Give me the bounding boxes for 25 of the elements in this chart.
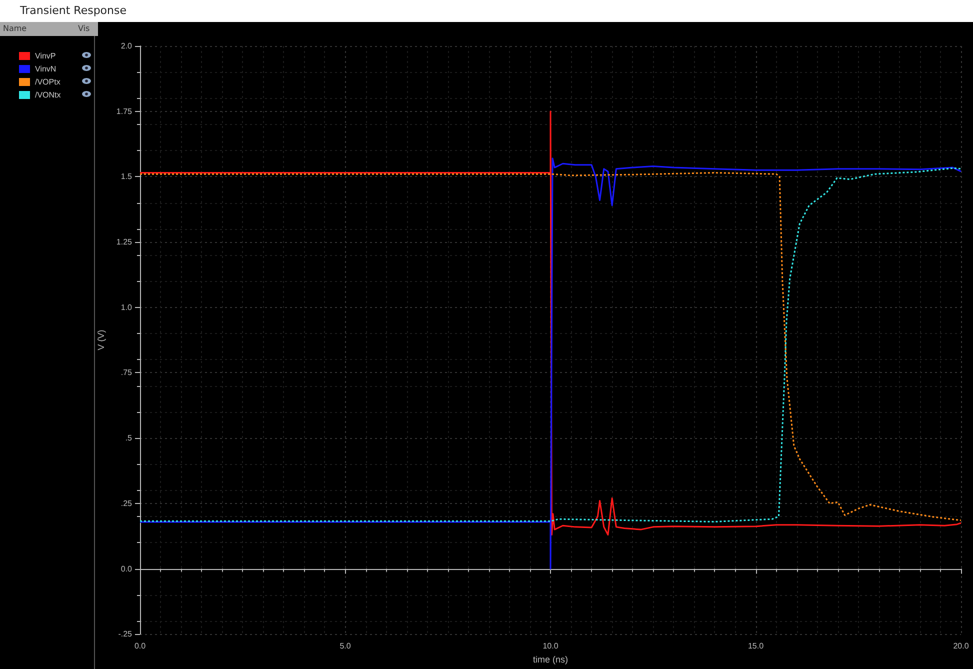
y-tick-label: 1.25 <box>116 238 133 247</box>
text: Vis <box>78 24 90 33</box>
y-tick-label: 1.75 <box>116 106 133 116</box>
y-axis-title: V (V) <box>96 330 106 350</box>
y-tick-label: .5 <box>125 434 133 443</box>
y-tick-label: 1.0 <box>120 302 133 312</box>
x-tick-label: 5.0 <box>340 642 352 651</box>
x-tick-label: 15.0 <box>748 642 764 651</box>
line-series <box>139 110 962 536</box>
legend-label: /VOPtx <box>35 78 60 86</box>
y-tick-label: .25 <box>120 498 133 508</box>
x-axis-title: time (ns) <box>532 654 568 664</box>
y-tick-label: 1.5 <box>120 172 133 182</box>
y-tick-label: -.25 <box>118 630 133 639</box>
legend-label: VinvP <box>35 52 56 60</box>
x-tick-label: 10.0 <box>542 642 559 651</box>
y-tick-label: 0.0 <box>120 564 133 574</box>
y-tick-label: 2.0 <box>120 42 133 50</box>
legend-label: /VONtx <box>35 90 61 100</box>
legend-label: VinvN <box>35 64 56 74</box>
x-tick-label: 20.0 <box>953 642 970 651</box>
chart-title: Transient Response <box>20 4 127 17</box>
legend-title: Name <box>3 24 27 33</box>
x-tick-label: 0.0 <box>134 642 146 651</box>
y-tick-label: .75 <box>120 368 133 378</box>
